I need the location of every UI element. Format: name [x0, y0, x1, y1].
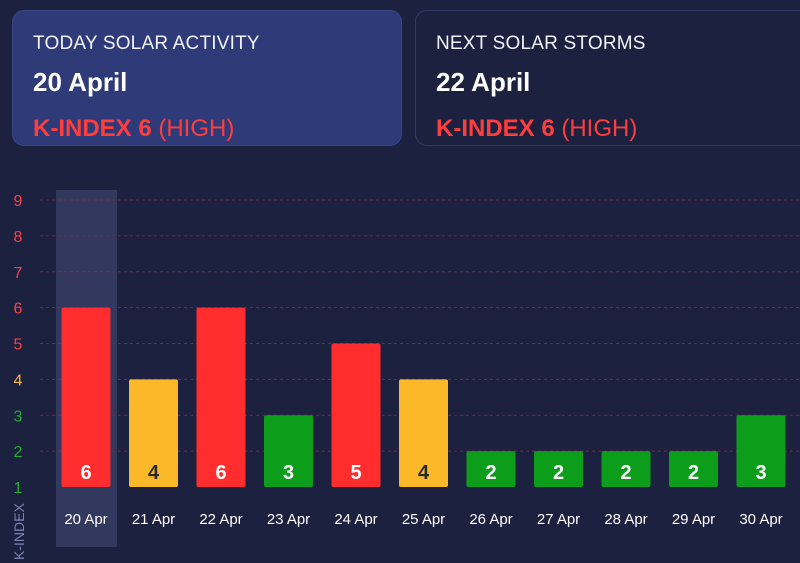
x-tick-label: 21 Apr [132, 511, 175, 528]
next-card-heading: NEXT SOLAR STORMS [436, 33, 646, 54]
bar [61, 307, 111, 487]
y-tick-label: 9 [14, 193, 23, 210]
today-card-date: 20 April [33, 67, 128, 97]
x-tick-label: 30 Apr [739, 511, 782, 528]
bar [466, 451, 516, 487]
y-tick-label: 8 [14, 229, 23, 246]
bar [601, 451, 651, 487]
bar [534, 451, 583, 487]
bar-value-label: 6 [215, 462, 226, 484]
y-tick-label: 4 [14, 372, 23, 389]
bar-value-label: 2 [485, 462, 496, 484]
today-kindex-level: (HIGH) [158, 115, 235, 142]
x-tick-label: 22 Apr [199, 511, 242, 528]
y-tick-label: 3 [14, 408, 23, 425]
bar [399, 379, 448, 487]
bar-value-label: 4 [148, 462, 160, 484]
bar-value-label: 2 [553, 462, 564, 484]
y-tick-label: 5 [14, 337, 23, 354]
next-storms-card: NEXT SOLAR STORMS 22 April K-INDEX 6 (HI… [415, 10, 800, 146]
bar-value-label: 5 [350, 462, 361, 484]
y-tick-label: 1 [14, 480, 23, 497]
bar [264, 415, 313, 487]
bar-value-label: 3 [283, 462, 294, 484]
y-tick-label: 6 [14, 301, 23, 318]
bar [736, 415, 786, 487]
next-card-date: 22 April [436, 67, 531, 97]
bar-value-label: 3 [755, 462, 766, 484]
bar-value-label: 2 [688, 462, 699, 484]
x-tick-label: 25 Apr [402, 511, 445, 528]
x-tick-label: 24 Apr [334, 511, 377, 528]
x-tick-label: 20 Apr [64, 511, 107, 528]
y-axis-title: K-INDEX [11, 503, 27, 560]
today-card-heading: TODAY SOLAR ACTIVITY [33, 33, 260, 54]
today-card-kindex: K-INDEX 6 (HIGH) [33, 115, 234, 143]
bar [331, 343, 381, 487]
y-tick-label: 7 [14, 265, 23, 282]
next-kindex-level: (HIGH) [561, 115, 638, 142]
x-tick-label: 27 Apr [537, 511, 580, 528]
today-kindex-value: K-INDEX 6 [33, 115, 152, 142]
today-activity-card: TODAY SOLAR ACTIVITY 20 April K-INDEX 6 … [12, 10, 402, 146]
y-tick-label: 2 [14, 444, 23, 461]
bar-value-label: 6 [80, 462, 91, 484]
x-tick-label: 29 Apr [672, 511, 715, 528]
bar [669, 451, 718, 487]
x-tick-label: 23 Apr [267, 511, 310, 528]
bar [196, 307, 246, 487]
x-tick-label: 26 Apr [469, 511, 512, 528]
next-card-kindex: K-INDEX 6 (HIGH) [436, 115, 637, 143]
bar-value-label: 2 [620, 462, 631, 484]
bar [129, 379, 178, 487]
bar-value-label: 4 [418, 462, 430, 484]
next-kindex-value: K-INDEX 6 [436, 115, 555, 142]
x-tick-label: 28 Apr [604, 511, 647, 528]
